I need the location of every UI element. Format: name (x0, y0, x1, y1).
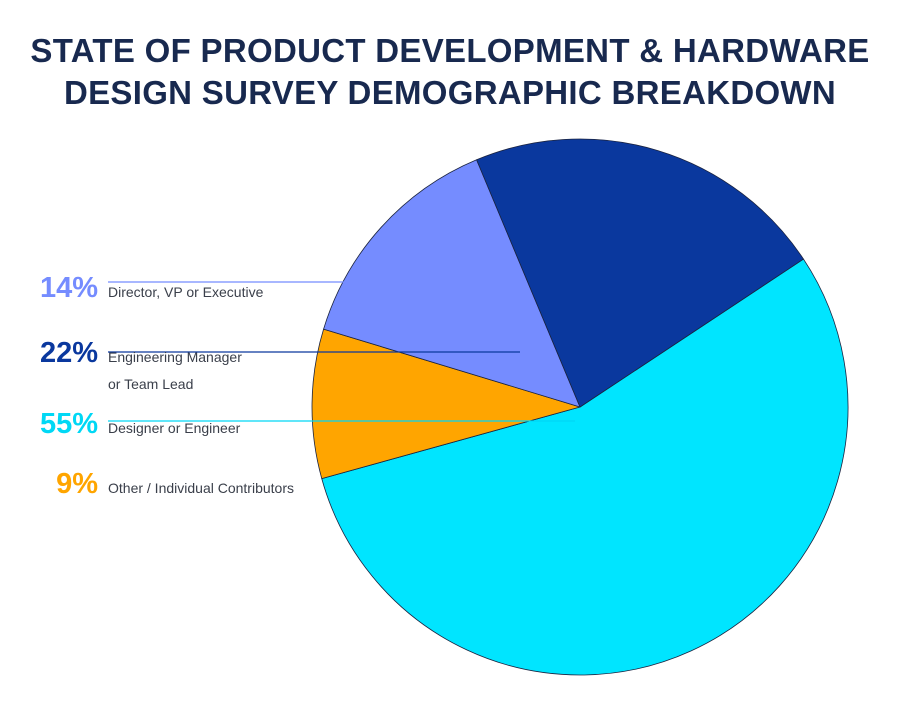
legend-label-manager-line-1: Engineering Manager (108, 349, 242, 365)
legend-item-director: 14% Director, VP or Executive (40, 272, 345, 304)
legend-label-director: Director, VP or Executive (108, 284, 264, 300)
chart-title-line-1: STATE OF PRODUCT DEVELOPMENT & HARDWARE (30, 32, 870, 69)
legend-value-other: 9% (56, 468, 98, 500)
legend-label-manager-line-2: or Team Lead (108, 376, 193, 392)
pie-slice-director (323, 159, 581, 408)
pie-slices (311, 138, 849, 676)
legend-item-designer: 55% Designer or Engineer (40, 408, 575, 440)
legend: 14% Director, VP or Executive 22% Engineeri… (40, 272, 575, 500)
legend-label-other: Other / Individual Contributors (108, 480, 294, 496)
legend-value-director: 14% (40, 272, 98, 304)
pie-slice-designer (321, 258, 849, 676)
chart-title-line-2: DESIGN SURVEY DEMOGRAPHIC BREAKDOWN (63, 74, 837, 111)
legend-label-designer: Designer or Engineer (108, 420, 241, 436)
legend-item-manager: 22% Engineering Manager or Team Lead (40, 337, 520, 392)
pie-slice-other (311, 328, 581, 480)
legend-value-manager: 22% (40, 337, 98, 369)
legend-item-other: 9% Other / Individual Contributors (56, 468, 294, 500)
chart-title: STATE OF PRODUCT DEVELOPMENT & HARDWARE … (0, 30, 900, 114)
legend-value-designer: 55% (40, 408, 98, 440)
pie-slice-manager (476, 138, 804, 408)
